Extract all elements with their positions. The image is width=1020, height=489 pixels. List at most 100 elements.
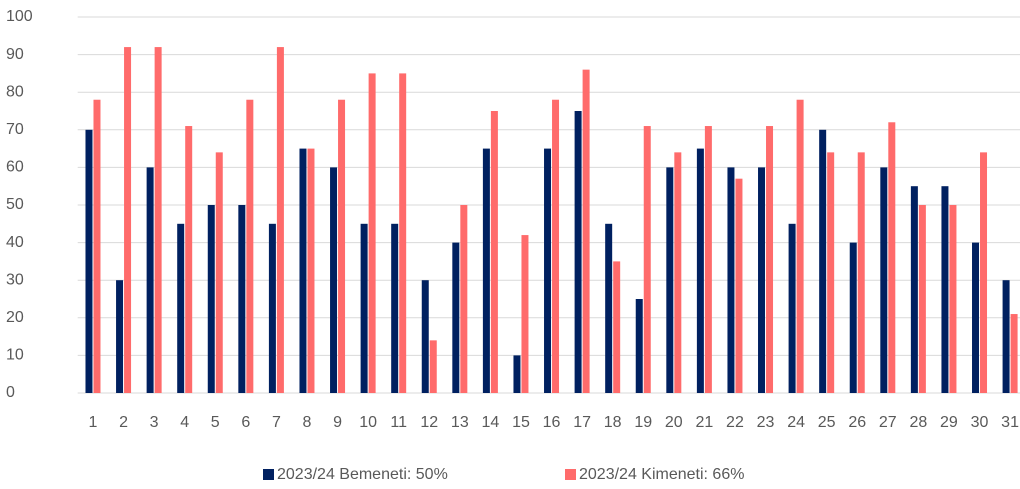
x-tick-label: 22 — [726, 414, 744, 431]
bar — [360, 223, 368, 393]
bar — [276, 47, 284, 394]
x-tick-label: 2 — [119, 414, 128, 431]
bar — [643, 126, 651, 393]
bar — [307, 148, 315, 393]
bar — [613, 261, 621, 393]
bar — [696, 148, 704, 393]
bar — [116, 280, 124, 393]
bar — [338, 99, 346, 393]
x-tick-label: 4 — [180, 414, 189, 431]
bar — [330, 167, 338, 393]
legend-swatch — [263, 469, 274, 480]
x-tick-label: 28 — [909, 414, 927, 431]
x-tick-label: 21 — [695, 414, 713, 431]
x-tick-label: 31 — [1001, 414, 1019, 431]
bar — [880, 167, 888, 393]
bar — [827, 152, 835, 393]
bar — [177, 223, 185, 393]
bar — [857, 152, 865, 393]
y-tick-label: 10 — [6, 347, 24, 364]
bar — [910, 186, 918, 393]
bar — [246, 99, 254, 393]
bar — [207, 205, 215, 393]
y-tick-label: 20 — [6, 309, 24, 326]
bar — [552, 99, 560, 393]
x-tick-label: 18 — [604, 414, 622, 431]
bar — [788, 223, 796, 393]
x-tick-label: 9 — [333, 414, 342, 431]
bar — [85, 129, 93, 394]
legend-swatch — [565, 469, 576, 480]
x-tick-label: 13 — [451, 414, 469, 431]
x-tick-label: 12 — [420, 414, 438, 431]
bar — [582, 69, 590, 393]
bar — [1010, 314, 1018, 393]
y-tick-label: 80 — [6, 83, 24, 100]
bar — [796, 99, 804, 393]
y-tick-label: 40 — [6, 234, 24, 251]
bar — [1002, 280, 1010, 393]
bar — [758, 167, 766, 393]
x-tick-label: 24 — [787, 414, 805, 431]
x-tick-label: 26 — [848, 414, 866, 431]
bar — [980, 152, 988, 393]
y-tick-label: 90 — [6, 46, 24, 63]
bar — [674, 152, 682, 393]
bar — [299, 148, 307, 393]
legend-label: 2023/24 Bemeneti: 50% — [277, 466, 448, 483]
bar — [513, 355, 521, 393]
bar — [544, 148, 552, 393]
bar — [482, 148, 490, 393]
bar — [215, 152, 223, 393]
bar — [888, 122, 896, 393]
bar — [391, 223, 399, 393]
bar — [421, 280, 429, 393]
bar — [918, 205, 926, 393]
bar — [666, 167, 674, 393]
y-tick-label: 100 — [6, 8, 33, 25]
bar — [124, 47, 132, 394]
bar — [735, 178, 743, 393]
y-tick-label: 70 — [6, 121, 24, 138]
x-tick-label: 11 — [390, 414, 407, 431]
x-tick-label: 15 — [512, 414, 530, 431]
x-tick-label: 19 — [634, 414, 652, 431]
x-tick-label: 16 — [543, 414, 561, 431]
x-tick-label: 1 — [89, 414, 98, 431]
bar — [941, 186, 949, 393]
y-tick-label: 60 — [6, 159, 24, 176]
bar — [146, 167, 154, 393]
x-tick-label: 14 — [481, 414, 499, 431]
y-tick-label: 30 — [6, 271, 24, 288]
bar — [185, 126, 193, 393]
bar — [819, 129, 827, 394]
x-tick-label: 23 — [757, 414, 775, 431]
x-tick-label: 7 — [272, 414, 281, 431]
bar — [574, 111, 582, 393]
bar — [154, 47, 162, 394]
bar — [399, 73, 407, 394]
bar — [368, 73, 376, 394]
x-tick-label: 8 — [303, 414, 312, 431]
bar — [704, 126, 712, 393]
bar — [93, 99, 101, 393]
bar — [238, 205, 246, 393]
x-tick-label: 25 — [818, 414, 836, 431]
y-tick-label: 0 — [6, 384, 15, 401]
x-tick-label: 5 — [211, 414, 220, 431]
bar — [268, 223, 276, 393]
bar — [452, 242, 460, 393]
x-tick-label: 6 — [241, 414, 250, 431]
bar — [521, 235, 529, 393]
bar — [727, 167, 735, 393]
legend-label: 2023/24 Kimeneti: 66% — [579, 466, 744, 483]
bar — [849, 242, 857, 393]
x-tick-label: 20 — [665, 414, 683, 431]
bar — [490, 111, 498, 393]
x-tick-label: 30 — [971, 414, 989, 431]
bar — [635, 299, 643, 393]
y-tick-label: 50 — [6, 196, 24, 213]
x-tick-label: 29 — [940, 414, 958, 431]
bar — [429, 340, 437, 393]
